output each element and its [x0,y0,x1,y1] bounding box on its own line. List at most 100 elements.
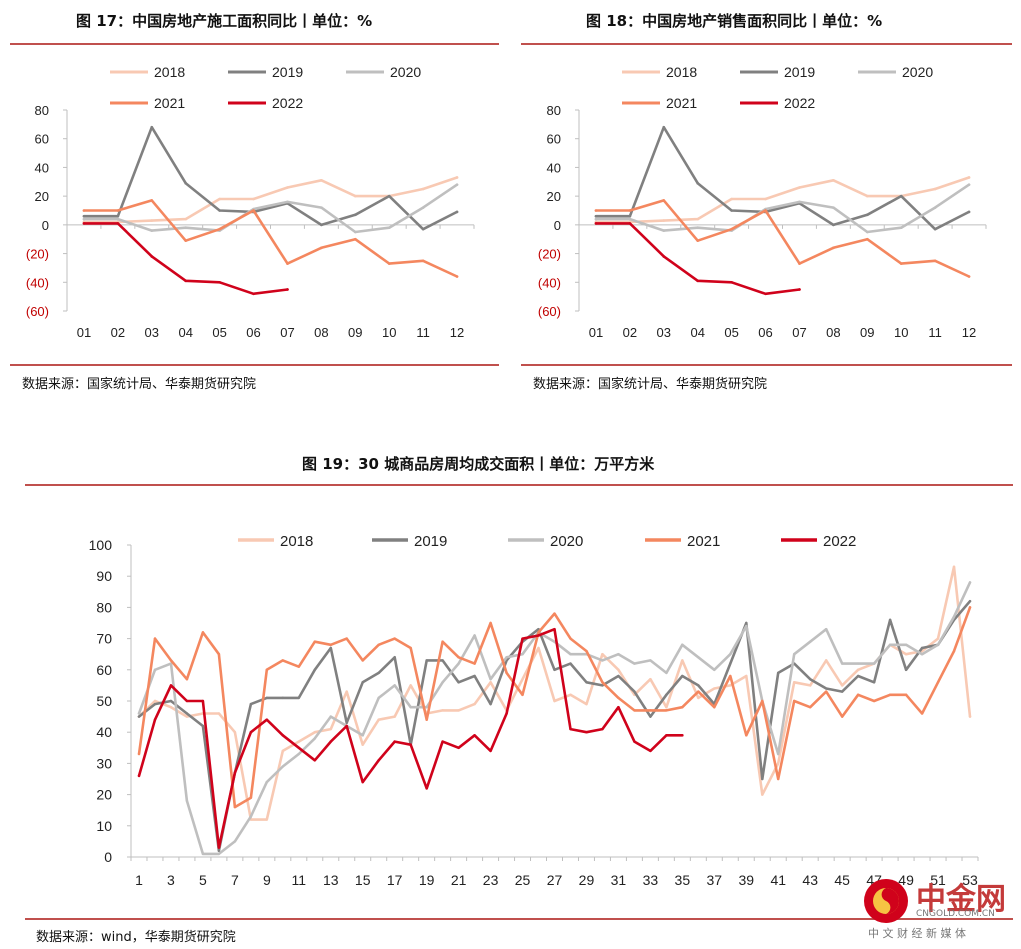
fig18-point-2018-12 [967,176,971,179]
fig19-point-2021-w27 [553,612,556,615]
fig19-point-2018-w23 [489,681,492,684]
fig19-point-2021-w13 [329,643,332,647]
fig19-point-2018-w43 [808,684,812,687]
fig18-legend-label: 2018 [666,64,697,80]
fig19-point-2018-w42 [793,681,796,684]
fig19-point-2021-w35 [681,706,684,709]
fig17-point-2019-04 [184,181,188,185]
fig18-x-tick-label: 03 [657,325,671,340]
fig19-title: 图 19：30 城商品房周均成交面积丨单位：万平方米 [302,455,655,473]
fig17-point-2021-01 [82,209,86,212]
fig17-point-2021-10 [387,262,391,265]
fig18-y-tick-label: (20) [538,247,561,262]
fig19-point-2020-w45 [840,662,844,665]
fig19-y-tick-label: 30 [96,755,112,771]
fig19-point-2022-w28 [569,727,572,731]
fig17-point-2022-01 [82,222,86,225]
fig17-point-2021-04 [184,239,188,242]
fig19-point-2021-w36 [697,690,700,693]
fig19-x-tick-label: 1 [135,872,143,888]
fig17-point-2022-03 [150,255,154,258]
fig19-point-2019-w47 [872,681,876,684]
fig19-point-2022-w20 [441,740,444,743]
fig17-point-2019-11 [421,227,425,231]
fig19-point-2019-w19 [425,659,428,662]
cngold-logo-icon [864,879,908,923]
fig18-legend-label: 2019 [784,64,815,80]
fig19-point-2022-w9 [265,718,269,721]
fig19-point-2021-w23 [489,621,492,625]
fig18-x-tick-label: 07 [792,325,806,340]
fig19-point-2020-w53 [968,581,972,584]
fig19-point-2021-w29 [585,649,588,653]
fig17-x-tick-label: 01 [77,325,91,340]
fig19-point-2020-w19 [425,706,428,709]
fig19-point-2019-w22 [473,674,476,678]
fig19-point-2018-w36 [697,696,700,700]
fig19-x-tick-label: 31 [611,872,627,888]
fig19-legend-label: 2018 [280,533,313,550]
fig19-point-2020-w4 [185,799,189,803]
fig17-x-tick-label: 04 [178,325,192,340]
fig17-point-2019-05 [218,209,221,212]
fig19-point-2021-w49 [904,693,908,696]
fig19-x-tick-label: 5 [199,872,207,888]
fig18-point-2021-08 [832,246,835,250]
fig19-point-2019-w6 [217,849,221,852]
fig19-point-2020-w10 [281,765,285,768]
fig18-legend-label: 2021 [666,95,697,111]
fig19-x-tick-label: 9 [263,872,271,888]
fig19-x-tick-label: 53 [962,872,978,888]
fig17-point-2018-12 [455,176,459,179]
fig19-point-2022-w15 [361,780,364,784]
fig19-y-tick-label: 20 [96,787,112,803]
fig19-point-2022-w27 [553,628,556,631]
fig19-point-2022-w10 [281,734,285,737]
fig19-point-2022-w22 [473,734,476,737]
watermark-domain: CNGOLD.COM.CN [916,909,995,919]
fig19-point-2020-w16 [377,696,380,700]
fig17-series-line-2021 [82,199,459,278]
fig19-point-2022-w32 [633,740,636,743]
fig19-series-line-2019 [137,599,972,853]
fig19-x-tick-label: 27 [547,872,563,888]
fig19-point-2020-w50 [920,653,924,656]
fig18-point-2022-05 [730,280,733,284]
fig17-source: 数据来源：国家统计局、华泰期货研究院 [22,377,257,392]
fig19-point-2021-w28 [569,637,572,640]
fig17-point-2021-08 [320,246,323,250]
fig17-point-2018-05 [218,197,221,201]
fig19-point-2022-w5 [201,699,205,703]
fig19-legend-label: 2019 [414,533,447,550]
fig19-point-2018-w15 [361,743,364,746]
fig17-point-2020-07 [286,200,289,204]
fig19-point-2021-w21 [457,656,460,659]
fig18-series-line-2018 [594,176,971,224]
fig19-point-2019-w16 [377,671,380,675]
fig19-point-2018-w41 [777,762,780,765]
fig19-point-2020-w49 [904,643,908,647]
fig18-point-2022-06 [764,292,767,296]
fig18-y-tick-label: (60) [538,304,561,319]
fig19-point-2022-w33 [649,749,652,753]
fig19-point-2020-w25 [521,653,524,656]
fig17-bottom-rule [10,364,499,366]
fig19-point-2021-w12 [313,640,316,643]
fig19-point-2021-w37 [713,706,716,709]
fig19-legend-label: 2022 [823,533,856,550]
fig17-point-2020-04 [184,226,188,230]
fig17-series-line-2018 [82,176,459,224]
fig19-point-2019-w1 [137,715,141,718]
fig19-point-2020-w43 [808,640,812,643]
fig19-point-2020-w41 [777,752,780,756]
fig18-point-2021-09 [865,237,869,241]
fig17-x-tick-label: 12 [450,325,464,340]
fig17-top-rule [10,43,499,45]
fig17-point-2019-10 [387,194,391,198]
fig19-point-2019-w50 [920,646,924,650]
fig19-point-2020-w32 [633,662,636,665]
fig19-point-2020-w46 [856,662,860,665]
fig19-point-2022-w2 [153,718,157,721]
fig18-x-tick-label: 08 [826,325,840,340]
